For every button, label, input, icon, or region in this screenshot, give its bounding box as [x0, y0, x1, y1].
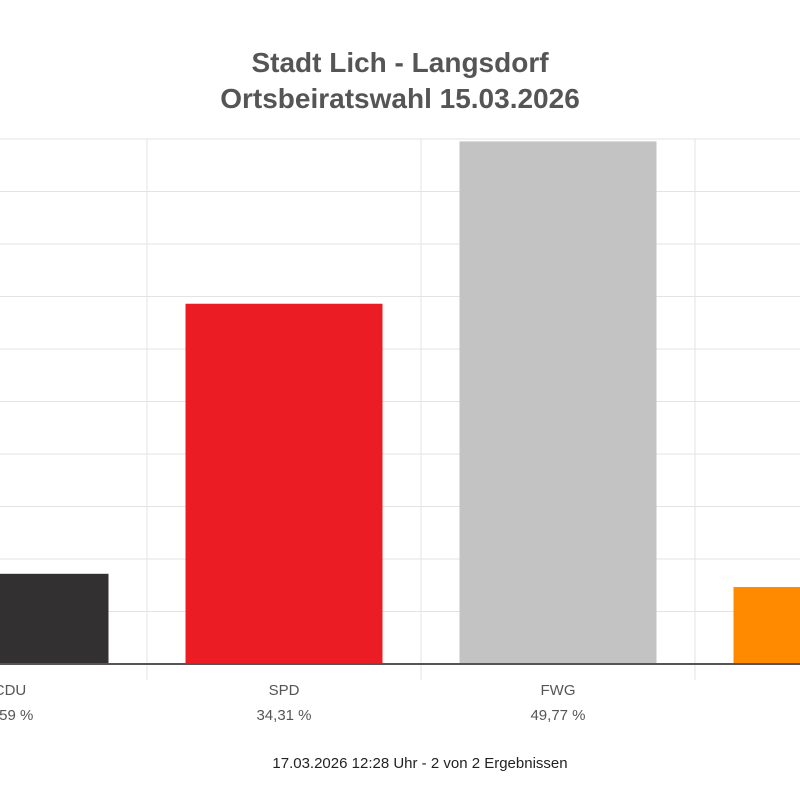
bars [0, 141, 800, 665]
chart-footer: 17.03.2026 12:28 Uhr - 2 von 2 Ergebniss… [272, 755, 567, 772]
value-label: 8,59 % [0, 707, 33, 724]
bar-grüne [733, 587, 800, 664]
bar-cdu [0, 573, 109, 664]
chart-title-line-2: Ortsbeiratswahl 15.03.2026 [220, 83, 580, 114]
bar-spd [185, 303, 383, 664]
value-label: 34,31 % [256, 707, 311, 724]
category-label: FWG [541, 682, 576, 699]
bar-fwg [459, 141, 657, 665]
chart-title-line-1: Stadt Lich - Langsdorf [251, 47, 549, 78]
value-label: 49,77 % [530, 707, 585, 724]
category-label: CDU [0, 682, 26, 699]
category-label: SPD [269, 682, 300, 699]
